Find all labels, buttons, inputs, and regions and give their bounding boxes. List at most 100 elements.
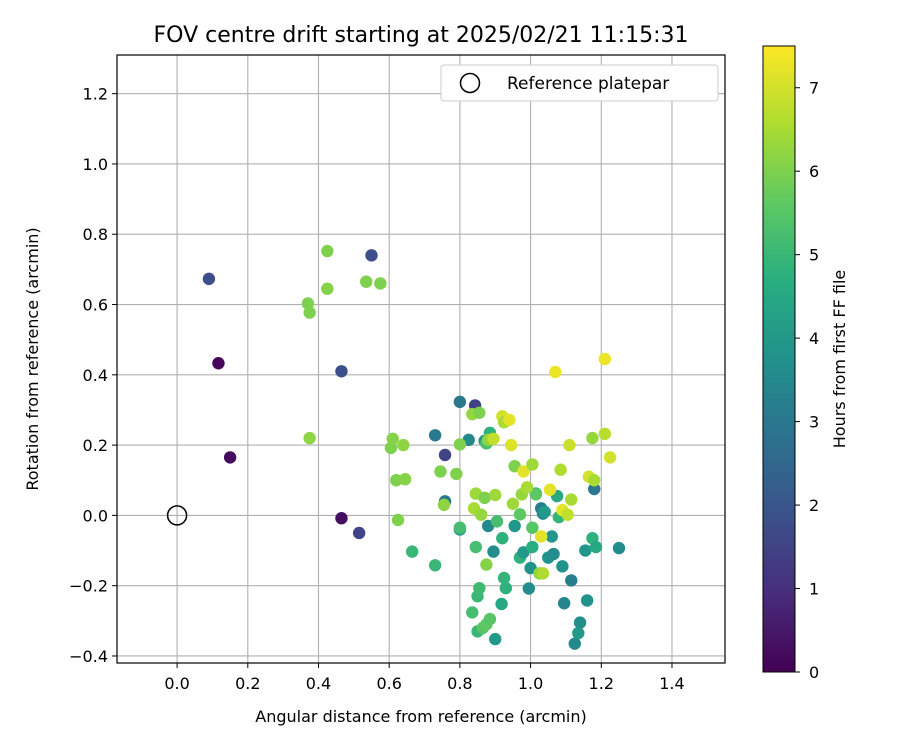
data-point	[489, 632, 502, 646]
data-point	[526, 540, 539, 554]
legend-reference-marker	[459, 72, 481, 94]
data-point	[335, 512, 348, 525]
data-point	[612, 541, 626, 555]
colorbar-tick-label: 0	[809, 663, 819, 682]
colorbar-tick-label: 5	[809, 246, 819, 265]
x-axis-ticks: 0.0 0.2 0.4 0.6 0.8 1.0 1.2 1.4	[164, 663, 685, 693]
data-point	[321, 244, 334, 258]
data-point	[579, 544, 592, 557]
data-point	[588, 474, 601, 487]
data-point	[453, 395, 467, 409]
data-point	[478, 491, 491, 505]
data-point	[547, 547, 560, 561]
data-point	[517, 465, 530, 478]
data-point	[212, 357, 225, 370]
legend-box	[440, 64, 719, 102]
data-point	[557, 597, 571, 610]
data-point	[321, 282, 334, 295]
plot-frame	[116, 54, 726, 664]
data-point	[572, 626, 585, 640]
x-tick-label: 0.2	[235, 674, 260, 693]
data-point	[573, 616, 587, 629]
data-point	[391, 513, 405, 527]
legend-reference-label: Reference platepar	[507, 74, 669, 94]
y-tick-label: 1.2	[83, 85, 108, 104]
x-axis-label: Angular distance from reference (arcmin)	[255, 707, 586, 726]
y-tick-label: 0.8	[83, 225, 108, 244]
data-point	[526, 458, 539, 471]
scatter-points	[202, 244, 626, 650]
x-tick-label: 0.6	[376, 674, 401, 693]
x-tick-label: 0.8	[447, 674, 472, 693]
colorbar-tick-label: 2	[809, 496, 819, 515]
data-point	[556, 560, 569, 573]
data-point	[352, 526, 366, 540]
data-point	[487, 432, 500, 445]
data-point	[598, 352, 612, 366]
data-point	[474, 508, 488, 521]
data-point	[538, 505, 551, 519]
y-tick-label: 0.4	[83, 366, 108, 385]
data-point	[497, 571, 511, 585]
data-point	[503, 413, 516, 426]
data-point	[586, 431, 599, 445]
data-point	[549, 365, 562, 379]
data-point	[202, 272, 216, 286]
data-point	[543, 483, 557, 496]
data-point	[473, 581, 486, 595]
data-point	[545, 530, 558, 543]
x-tick-label: 1.2	[589, 674, 614, 693]
data-point	[588, 482, 601, 496]
colorbar-gradient	[762, 45, 796, 673]
y-tick-label: −0.2	[69, 577, 108, 596]
x-tick-label: 0.4	[306, 674, 331, 693]
data-point	[563, 438, 576, 452]
colorbar-tick-label: 6	[809, 162, 819, 181]
data-point	[428, 429, 442, 442]
legend: Reference platepar	[440, 64, 719, 102]
data-point	[405, 545, 419, 558]
data-point	[565, 574, 578, 587]
data-point	[568, 637, 581, 650]
data-point	[495, 597, 508, 611]
data-point	[398, 472, 412, 486]
data-point	[480, 558, 493, 571]
data-point	[489, 488, 502, 502]
data-point	[506, 497, 520, 510]
colorbar-label: Hours from first FF file	[830, 270, 849, 449]
data-point	[360, 275, 373, 288]
data-point	[469, 540, 482, 554]
y-axis-label: Rotation from reference (arcmin)	[23, 227, 42, 490]
colorbar-tick-label: 7	[809, 79, 819, 98]
data-point	[490, 515, 504, 528]
x-tick-label: 1.4	[659, 674, 684, 693]
y-tick-label: 0.6	[83, 296, 108, 315]
data-point	[473, 406, 486, 419]
data-point	[589, 540, 603, 554]
data-point	[496, 532, 509, 545]
x-tick-label: 0.0	[164, 674, 189, 693]
data-point	[466, 606, 479, 619]
data-point	[303, 431, 316, 445]
data-point	[374, 277, 387, 290]
data-point	[428, 559, 442, 572]
data-point	[365, 249, 378, 262]
data-point	[303, 306, 316, 319]
data-point	[335, 365, 348, 378]
y-tick-label: −0.4	[69, 647, 108, 666]
data-point	[520, 481, 534, 494]
colorbar-tick-label: 1	[809, 580, 819, 599]
data-point	[453, 521, 467, 534]
data-point	[453, 438, 467, 451]
colorbar-tick-label: 3	[809, 413, 819, 432]
y-tick-label: 0.0	[83, 506, 108, 525]
colorbar-ticks: 0 1 2 3 4 5 6 7	[795, 79, 819, 682]
data-point	[603, 451, 617, 464]
data-point	[534, 530, 548, 543]
data-point	[508, 519, 521, 533]
y-tick-label: 0.2	[83, 436, 108, 455]
data-point	[513, 508, 527, 521]
data-point	[437, 498, 451, 512]
grid-lines	[117, 55, 725, 663]
